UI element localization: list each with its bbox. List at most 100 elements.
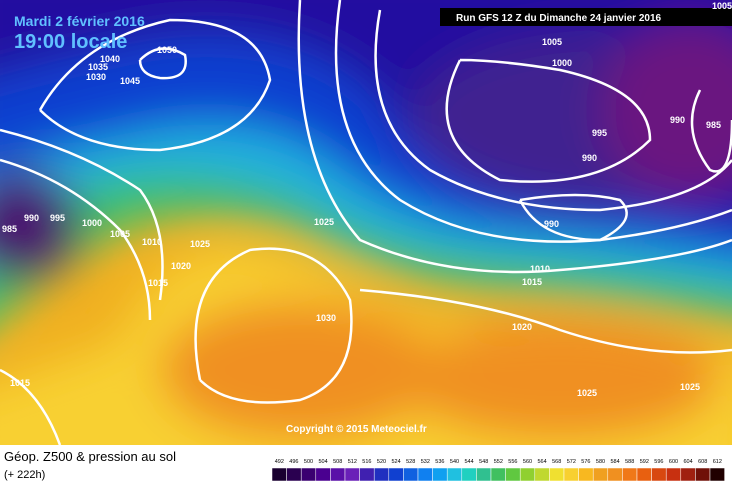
scale-label: 516 (362, 459, 371, 465)
scale-swatch (403, 467, 419, 482)
scale-label: 520 (377, 459, 386, 465)
scale-swatch (607, 467, 623, 482)
scale-label: 584 (611, 459, 620, 465)
isobar-label: 1025 (190, 239, 210, 249)
scale-label: 596 (654, 459, 663, 465)
isobar-label: 1010 (530, 264, 550, 274)
isobar-label: 1035 (88, 62, 108, 72)
scale-label: 576 (581, 459, 590, 465)
scale-label: 512 (348, 459, 357, 465)
scale-label: 572 (567, 459, 576, 465)
isobar-label: 990 (670, 115, 685, 125)
scale-label: 608 (698, 459, 707, 465)
isobar-label: 985 (706, 120, 721, 130)
scale-label: 548 (479, 459, 488, 465)
legend-title: Géop. Z500 & pression au sol (4, 449, 176, 464)
scale-swatch (417, 467, 433, 482)
isobar-label: 1045 (120, 76, 140, 86)
scale-label: 508 (333, 459, 342, 465)
isobar-label: 1050 (157, 45, 177, 55)
scale-swatch (636, 467, 652, 482)
scale-label: 568 (552, 459, 561, 465)
scale-swatch (578, 467, 594, 482)
scale-label: 532 (421, 459, 430, 465)
isobar-label: 1005 (542, 37, 562, 47)
scale-swatch (476, 467, 492, 482)
scale-label: 544 (465, 459, 474, 465)
scale-swatch (563, 467, 579, 482)
scale-label: 556 (508, 459, 517, 465)
scale-label: 524 (392, 459, 401, 465)
isobar-label: 990 (582, 153, 597, 163)
isobar-label: 1025 (577, 388, 597, 398)
scale-swatch (315, 467, 331, 482)
scale-label: 528 (406, 459, 415, 465)
isobar-label: 1015 (522, 277, 542, 287)
copyright: Copyright © 2015 Meteociel.fr (286, 424, 427, 435)
scale-swatch (651, 467, 667, 482)
isobar-label: 990 (544, 219, 559, 229)
scale-label: 496 (289, 459, 298, 465)
scale-swatch (461, 467, 477, 482)
isobar-label: 1000 (552, 58, 572, 68)
isobar-label: 1030 (316, 313, 336, 323)
scale-label: 504 (319, 459, 328, 465)
run-info: Run GFS 12 Z du Dimanche 24 janvier 2016 (456, 13, 662, 24)
isobar-label: 1020 (171, 261, 191, 271)
isobar-label: 1015 (10, 378, 30, 388)
scale-swatch (519, 467, 536, 482)
isobar-label: 1020 (512, 322, 532, 332)
scale-swatch (680, 467, 696, 482)
isobar-label: 1025 (314, 217, 334, 227)
map-date: Mardi 2 février 2016 (14, 13, 145, 29)
scale-label: 612 (713, 459, 722, 465)
scale-swatch (490, 467, 506, 482)
scale-swatch (709, 467, 725, 482)
scale-swatch (622, 467, 638, 482)
scale-label: 536 (435, 459, 444, 465)
scale-swatch (388, 467, 404, 482)
isobar-label: 995 (592, 128, 607, 138)
scale-label: 560 (523, 459, 532, 465)
isobar-label: 1040 (100, 54, 120, 64)
scale-label: 564 (538, 459, 547, 465)
scale-swatch (344, 467, 360, 482)
scale-swatch (695, 467, 711, 482)
scale-swatch (286, 467, 302, 482)
scale-swatch (271, 467, 287, 482)
isobar-label: 1025 (680, 382, 700, 392)
scale-label: 592 (640, 459, 649, 465)
scale-swatch (534, 467, 550, 482)
scale-swatch (373, 467, 390, 482)
isobar-label: 1030 (86, 72, 106, 82)
scale-label: 588 (625, 459, 634, 465)
scale-swatch (592, 467, 609, 482)
isobar-label: 1005 (110, 229, 130, 239)
scale-label: 604 (684, 459, 693, 465)
scale-label: 600 (669, 459, 678, 465)
isobar-label: 985 (2, 224, 17, 234)
scale-label: 500 (304, 459, 313, 465)
isobar-label: 1015 (148, 278, 168, 288)
isobar-label: 1000 (82, 218, 102, 228)
scale-label: 492 (275, 459, 284, 465)
isobar-label: 995 (50, 213, 65, 223)
scale-swatch (330, 467, 346, 482)
scale-swatch (665, 467, 682, 482)
isobar-label: 1005 (712, 1, 732, 11)
map-time: 19:00 locale (14, 31, 127, 53)
scale-swatch (359, 467, 375, 482)
scale-label: 580 (596, 459, 605, 465)
isobar-label: 1010 (142, 237, 162, 247)
scale-label: 552 (494, 459, 503, 465)
legend-lead: (+ 222h) (4, 469, 45, 481)
scale-swatch (549, 467, 565, 482)
scale-swatch (432, 467, 448, 482)
scale-swatch (446, 467, 463, 482)
scale-swatch (300, 467, 317, 482)
isobar-label: 990 (24, 213, 39, 223)
scale-swatch (505, 467, 521, 482)
